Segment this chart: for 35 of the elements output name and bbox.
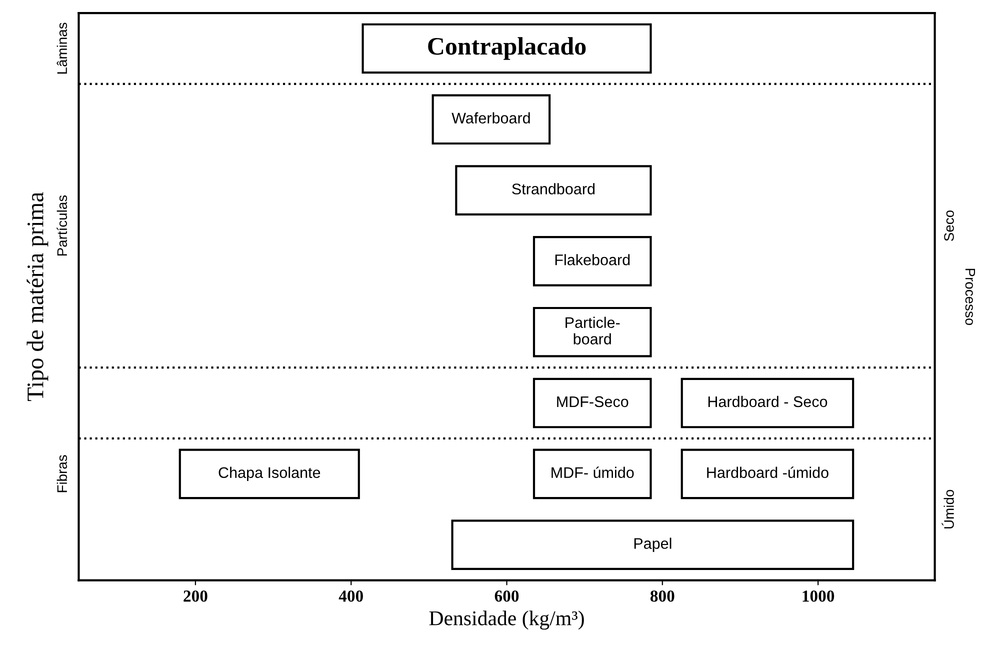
bar <box>532 448 652 500</box>
text: Lâminas <box>56 22 68 74</box>
bar <box>532 306 652 358</box>
bar <box>532 378 652 428</box>
bar <box>178 448 360 500</box>
data-label: Waferboard <box>452 112 530 124</box>
text: Fibras <box>56 455 68 492</box>
text: Seco <box>944 210 954 241</box>
data-label: MDF- úmido <box>552 466 634 478</box>
data-label: Flakeboard <box>555 254 630 266</box>
data-label: Papel <box>634 538 672 552</box>
bar <box>532 236 652 286</box>
data-label: Chapa Isolante <box>218 466 320 482</box>
x-tick-label: 200 <box>184 590 208 602</box>
data-label: MDF-Seco <box>557 396 628 408</box>
y-axis-title: Tipo de matéria prima <box>26 192 48 402</box>
data-label: Contraplacado <box>428 37 586 60</box>
text: Úmido <box>942 490 954 528</box>
bar <box>432 94 551 145</box>
bar <box>362 23 652 74</box>
data-label: Hardboard - Seco <box>708 396 828 408</box>
y2-axis-title: Processo <box>965 268 976 326</box>
data-label: Particle- board <box>566 316 620 344</box>
x-tick-label: 800 <box>650 590 674 602</box>
bar <box>451 520 854 570</box>
bar <box>680 448 854 500</box>
x-axis-title: Densidade (kg/m³) <box>429 610 584 630</box>
x-tick-label: 400 <box>338 590 363 602</box>
x-tick-label: 600 <box>494 590 519 602</box>
text: Partículas <box>56 195 68 256</box>
data-label: Strandboard <box>512 183 595 194</box>
bar <box>455 165 652 216</box>
x-tick-label: 1000 <box>802 590 834 602</box>
data-label: Hardboard -úmido <box>707 466 828 478</box>
bar <box>680 378 854 428</box>
